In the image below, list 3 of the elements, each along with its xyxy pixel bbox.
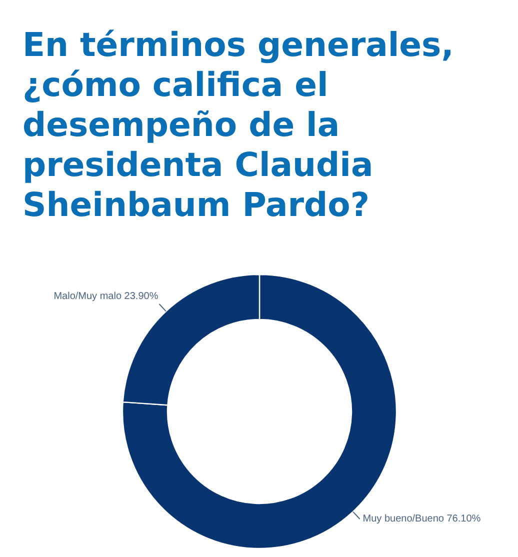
slice-label: Muy bueno/Bueno 76.10%	[362, 513, 481, 524]
chart-title: En términos generales, ¿cómo califica el desempeño de la presidenta Claudia Sheinbaum Pardo?	[22, 25, 454, 224]
slice-label: Malo/Muy malo 23.90%	[54, 291, 158, 302]
